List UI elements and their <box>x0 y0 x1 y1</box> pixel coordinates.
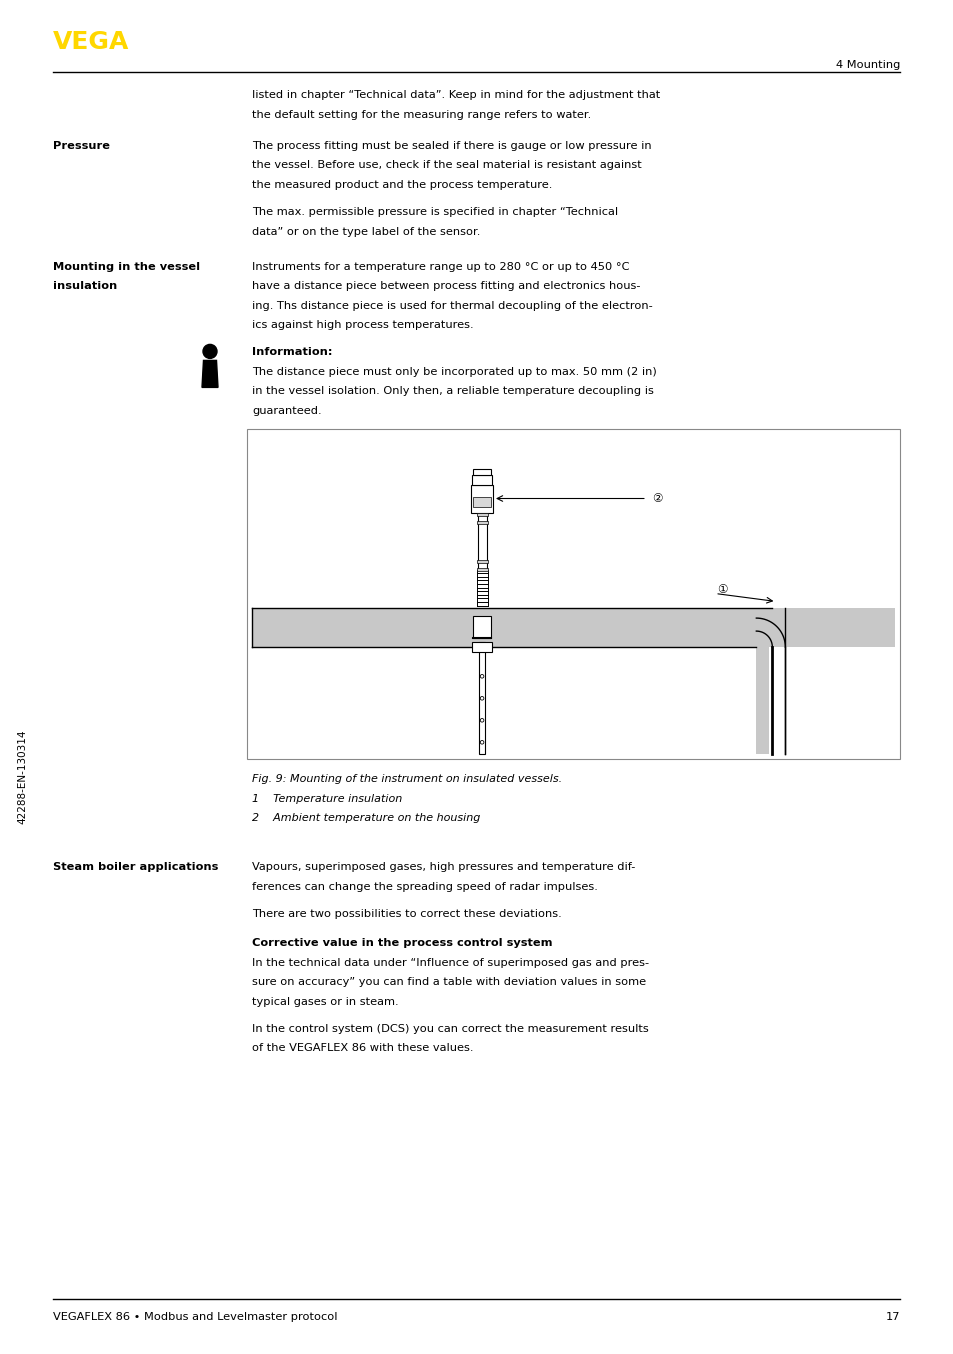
Text: data” or on the type label of the sensor.: data” or on the type label of the sensor… <box>252 226 480 237</box>
Text: ing. Ths distance piece is used for thermal decoupling of the electron-: ing. Ths distance piece is used for ther… <box>252 301 652 310</box>
Bar <box>473 497 491 506</box>
Text: Corrective value in the process control system: Corrective value in the process control … <box>252 938 552 948</box>
Circle shape <box>203 344 216 359</box>
Text: ①: ① <box>717 584 727 596</box>
Text: ②: ② <box>651 492 661 505</box>
Bar <box>478 642 484 754</box>
Text: ics against high process temperatures.: ics against high process temperatures. <box>252 320 473 330</box>
Bar <box>476 567 487 571</box>
Text: VEGA: VEGA <box>53 30 130 54</box>
Bar <box>472 642 492 653</box>
Bar <box>252 608 894 647</box>
Bar <box>476 513 487 516</box>
Text: in the vessel isolation. Only then, a reliable temperature decoupling is: in the vessel isolation. Only then, a re… <box>252 386 653 397</box>
Polygon shape <box>756 608 768 754</box>
Text: guaranteed.: guaranteed. <box>252 406 321 416</box>
Text: In the control system (DCS) you can correct the measurement results: In the control system (DCS) you can corr… <box>252 1024 648 1034</box>
Text: the vessel. Before use, check if the seal material is resistant against: the vessel. Before use, check if the sea… <box>252 160 641 171</box>
Text: The process fitting must be sealed if there is gauge or low pressure in: The process fitting must be sealed if th… <box>252 141 651 150</box>
Bar <box>472 474 492 485</box>
Text: 2    Ambient temperature on the housing: 2 Ambient temperature on the housing <box>252 814 480 823</box>
Text: Pressure: Pressure <box>53 141 110 150</box>
Text: the default setting for the measuring range refers to water.: the default setting for the measuring ra… <box>252 110 591 119</box>
Bar <box>477 515 486 570</box>
Text: 42288-EN-130314: 42288-EN-130314 <box>17 730 27 825</box>
Text: ferences can change the spreading speed of radar impulses.: ferences can change the spreading speed … <box>252 881 598 891</box>
Text: There are two possibilities to correct these deviations.: There are two possibilities to correct t… <box>252 909 561 919</box>
Text: The distance piece must only be incorporated up to max. 50 mm (2 in): The distance piece must only be incorpor… <box>252 367 656 376</box>
Text: The max. permissible pressure is specified in chapter “Technical: The max. permissible pressure is specifi… <box>252 207 618 217</box>
Text: 4 Mounting: 4 Mounting <box>835 60 899 70</box>
Text: Vapours, superimposed gases, high pressures and temperature dif-: Vapours, superimposed gases, high pressu… <box>252 862 635 872</box>
Text: the measured product and the process temperature.: the measured product and the process tem… <box>252 180 552 190</box>
Text: 17: 17 <box>884 1312 899 1322</box>
Bar <box>247 429 899 760</box>
Text: Steam boiler applications: Steam boiler applications <box>53 862 218 872</box>
Text: Mounting in the vessel: Mounting in the vessel <box>53 261 200 272</box>
Text: Information:: Information: <box>252 348 333 357</box>
Text: VEGAFLEX 86 • Modbus and Levelmaster protocol: VEGAFLEX 86 • Modbus and Levelmaster pro… <box>53 1312 337 1322</box>
Text: Fig. 9: Mounting of the instrument on insulated vessels.: Fig. 9: Mounting of the instrument on in… <box>252 774 561 784</box>
Bar <box>471 485 493 513</box>
Text: of the VEGAFLEX 86 with these values.: of the VEGAFLEX 86 with these values. <box>252 1044 473 1053</box>
Bar <box>473 468 491 474</box>
Text: have a distance piece between process fitting and electronics hous-: have a distance piece between process fi… <box>252 282 639 291</box>
Polygon shape <box>252 608 756 647</box>
Text: insulation: insulation <box>53 282 117 291</box>
Text: Instruments for a temperature range up to 280 °C or up to 450 °C: Instruments for a temperature range up t… <box>252 261 629 272</box>
Text: typical gases or in steam.: typical gases or in steam. <box>252 997 398 1006</box>
Bar <box>473 616 491 638</box>
Bar <box>476 521 487 524</box>
Text: In the technical data under “Influence of superimposed gas and pres-: In the technical data under “Influence o… <box>252 957 648 968</box>
Text: 1    Temperature insulation: 1 Temperature insulation <box>252 793 402 804</box>
Polygon shape <box>202 360 218 387</box>
Bar <box>476 561 487 563</box>
Text: listed in chapter “Technical data”. Keep in mind for the adjustment that: listed in chapter “Technical data”. Keep… <box>252 89 659 100</box>
Text: sure on accuracy” you can find a table with deviation values in some: sure on accuracy” you can find a table w… <box>252 978 645 987</box>
